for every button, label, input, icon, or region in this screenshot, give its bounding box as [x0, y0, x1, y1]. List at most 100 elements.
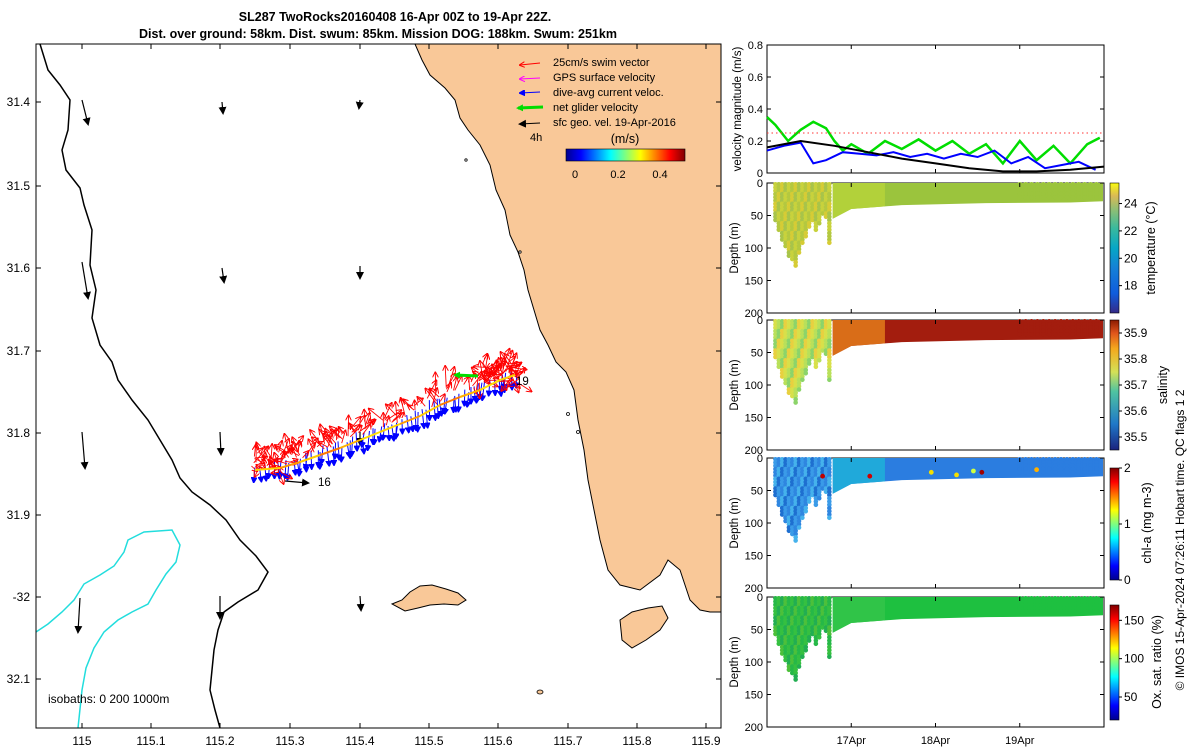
profile-sample — [1035, 599, 1040, 604]
profile-sample — [789, 250, 795, 255]
profile-sample — [803, 612, 809, 617]
profile-sample — [796, 476, 802, 482]
dac-arrow — [352, 436, 353, 456]
profile-sample — [783, 612, 788, 617]
profile-sample — [803, 325, 809, 331]
profile-sample — [816, 470, 822, 475]
profile-sample — [786, 358, 792, 363]
profile-sample — [793, 332, 798, 337]
colorbar-tick-label: 0 — [1124, 573, 1131, 587]
profile-sample — [800, 463, 805, 469]
profile-sample — [813, 466, 819, 472]
profile-sample — [786, 605, 792, 611]
profile-sample — [1017, 188, 1023, 194]
profile-sample — [816, 618, 822, 624]
profile-sample — [803, 641, 809, 647]
profile-sample — [776, 496, 782, 501]
profile-sample — [800, 625, 805, 630]
profile-sample — [823, 208, 829, 213]
profile-sample — [1070, 191, 1076, 197]
profile-sample — [793, 535, 798, 540]
profile-sample — [800, 515, 805, 521]
profile-sample — [776, 618, 782, 624]
profile-sample — [827, 322, 832, 327]
profile-sample — [773, 625, 778, 630]
profile-sample — [813, 217, 819, 223]
profile-sample — [1058, 605, 1064, 611]
profile-sample — [800, 628, 805, 634]
profile-sample — [776, 345, 782, 350]
profile-sample — [823, 457, 829, 462]
profile-sample — [793, 227, 798, 233]
isobath-label: isobaths: 0 200 1000m — [48, 692, 169, 706]
profile-sample — [773, 473, 778, 478]
profile-sample — [803, 328, 809, 334]
temperature-ylabel: Depth (m) — [729, 222, 741, 273]
profile-sample — [783, 631, 788, 637]
profile-sample — [793, 240, 798, 246]
profile-sample — [1041, 460, 1046, 465]
profile-sample — [789, 631, 795, 637]
map-x-tick-label: 115.5 — [414, 734, 443, 748]
islet — [464, 158, 468, 162]
profile-sample — [773, 195, 778, 200]
profile-sample — [827, 457, 832, 462]
profile-sample — [796, 492, 802, 498]
profile-sample — [783, 191, 788, 197]
profile-sample — [793, 667, 798, 673]
profile-sample — [779, 483, 785, 488]
profile-sample — [793, 496, 798, 501]
profile-sample — [806, 341, 812, 347]
profile-sample — [779, 341, 785, 347]
profile-sample — [796, 371, 802, 376]
profile-sample — [1082, 195, 1087, 200]
profile-sample — [786, 387, 792, 392]
profile-sample — [779, 609, 785, 614]
profile-sample — [789, 625, 795, 630]
track-segment — [459, 389, 481, 398]
profile-sample — [820, 618, 825, 624]
profile-sample — [803, 648, 809, 653]
profile-sample — [786, 457, 792, 462]
velocity-series-line — [766, 139, 1105, 173]
profile-sample — [796, 648, 802, 653]
swim-arrow — [447, 383, 451, 393]
profile-sample — [816, 195, 822, 200]
profile-sample — [823, 211, 829, 216]
profile-sample — [823, 476, 829, 482]
profile-sample — [1058, 182, 1064, 187]
profile-sample — [800, 499, 805, 504]
colorbar-tick-label: 35.7 — [1124, 378, 1148, 392]
profile-sample — [796, 522, 802, 527]
profile-sample — [793, 528, 798, 534]
profile-sample — [806, 496, 812, 501]
profile-sample — [786, 525, 792, 530]
profile-sample — [806, 628, 812, 634]
profile-sample — [793, 188, 798, 194]
profile-sample — [806, 466, 812, 472]
dac-arrow — [422, 409, 424, 428]
map-y-tick-label: 31.9 — [7, 508, 31, 522]
swim-arrow — [254, 457, 266, 458]
profile-sample — [810, 612, 815, 617]
profile-sample — [816, 335, 822, 340]
profile-sample — [1017, 195, 1023, 200]
profile-sample — [816, 221, 822, 226]
profile-sample — [1035, 332, 1040, 337]
profile-sample — [789, 221, 795, 226]
profile-sample — [827, 367, 832, 373]
profile-sample — [776, 335, 782, 340]
swim-arrow — [454, 376, 462, 391]
profile-sample — [1046, 596, 1052, 601]
profile-sample — [786, 657, 792, 663]
profile-sample — [813, 502, 819, 508]
profile-sample — [1082, 460, 1087, 465]
profile-sample — [783, 489, 788, 495]
profile-sample — [816, 214, 822, 220]
profile-sample — [1017, 463, 1023, 469]
profile-sample — [1064, 195, 1070, 200]
profile-sample — [800, 198, 805, 203]
profile-sample — [1064, 319, 1070, 324]
profile-sample — [800, 496, 805, 501]
profile-sample — [1064, 596, 1070, 601]
